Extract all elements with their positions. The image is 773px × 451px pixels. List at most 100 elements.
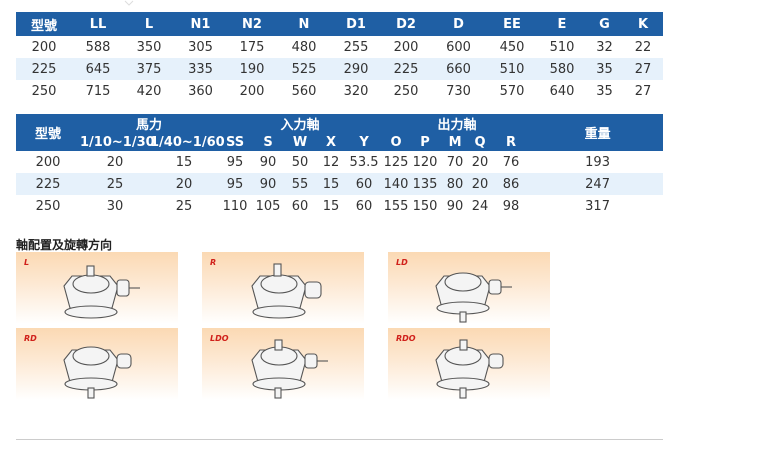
table-cell: 420 (136, 83, 162, 99)
header-cell: L (124, 12, 174, 36)
section-title: 軸配置及旋轉方向 (16, 238, 113, 252)
config-label: LDO (210, 334, 229, 343)
table-cell: 30 (106, 198, 124, 214)
table-cell: 15 (316, 173, 347, 195)
header-cell: 1/40~1/60 (150, 133, 225, 151)
header-power: 馬力 (80, 114, 219, 133)
table-cell: 250 (393, 83, 419, 99)
table-cell: 20 (471, 154, 489, 170)
table-cell: 360 (188, 83, 213, 99)
table-cell: 200 (239, 83, 265, 99)
table-cell: 60 (291, 198, 309, 214)
table-cell: 200 (35, 154, 61, 170)
config-panel-rdo: RDO (388, 328, 550, 400)
gear-reducer-icon (251, 263, 322, 319)
table-cell: 645 (72, 58, 124, 80)
table-cell: 193 (585, 154, 610, 170)
table-cell: 80 (440, 173, 471, 195)
table-cell: 27 (634, 83, 652, 99)
table-cell: 715 (85, 83, 111, 99)
table-cell: 510 (486, 58, 538, 80)
table-cell: 225 (16, 58, 72, 80)
divider (16, 439, 663, 440)
config-label: L (24, 258, 30, 267)
table-cell: 140 (382, 173, 411, 195)
table-cell: 317 (585, 198, 610, 214)
table-cell: 24 (471, 198, 489, 214)
table-cell: 90 (446, 198, 464, 214)
table-cell: 15 (322, 198, 340, 214)
header-cell: N1 (174, 12, 227, 36)
config-label: RDO (396, 334, 416, 343)
table-cell: 600 (446, 39, 471, 55)
table-cell: 255 (343, 39, 369, 55)
table-cell: 290 (331, 58, 381, 80)
table-cell: 110 (222, 198, 248, 214)
table-cell: 35 (596, 83, 613, 99)
header-cell: G (586, 12, 623, 36)
table-cell: 335 (174, 58, 227, 80)
header-cell: 1/10~1/30 (80, 133, 155, 151)
header-cell: M (440, 133, 471, 151)
header-cell: SS (218, 133, 253, 151)
config-label: LD (396, 258, 408, 267)
table-cell: 200 (31, 39, 57, 55)
table-row: 200 20 15 95 90 50 12 53.5 125 120 70 20… (16, 151, 663, 173)
header-cell: D2 (381, 12, 431, 36)
table-cell: 90 (252, 173, 285, 195)
table-cell: 135 (410, 173, 441, 195)
table-row: 250 715 420 360 200 560 320 250 730 570 … (16, 80, 663, 102)
header-input-shaft: 入力軸 (218, 114, 383, 133)
header-cell: D (431, 12, 486, 36)
table-cell: 305 (188, 39, 213, 55)
table-row: 225 645 375 335 190 525 290 225 660 510 … (16, 58, 663, 80)
header-cell: 型號 (16, 12, 72, 36)
table-cell: 90 (259, 154, 277, 170)
table-cell: 588 (85, 39, 111, 55)
config-panel-r: R (202, 252, 364, 324)
config-panel-ldo: LDO (202, 328, 364, 400)
table-cell: 86 (490, 173, 533, 195)
table-cell: 55 (284, 173, 317, 195)
table-cell: 350 (136, 39, 162, 55)
table-cell: 60 (355, 198, 373, 214)
table-cell: 560 (291, 83, 317, 99)
table-cell: 20 (106, 154, 124, 170)
header-cell: O (382, 133, 411, 151)
table-cell: 570 (499, 83, 525, 99)
table-cell: 250 (31, 83, 57, 99)
table-cell: 20 (470, 173, 491, 195)
table-cell: 27 (623, 58, 663, 80)
table-cell: 155 (383, 198, 409, 214)
table-cell: 25 (175, 198, 193, 214)
config-label: RD (24, 334, 37, 343)
table-cell: 450 (499, 39, 525, 55)
config-panel-l: L (16, 252, 178, 324)
config-panel-rd: RD (16, 328, 178, 400)
decorative-mark-icon (124, 0, 134, 6)
table-cell: 20 (150, 173, 219, 195)
config-label: R (210, 258, 217, 267)
header-cell: N2 (227, 12, 277, 36)
header-cell: Y (346, 133, 383, 151)
table-cell: 76 (502, 154, 520, 170)
table-cell: 247 (532, 173, 664, 195)
header-cell: R (490, 133, 533, 151)
header-cell: X (316, 133, 347, 151)
table-cell: 12 (322, 154, 340, 170)
table-row: 225 25 20 95 90 55 15 60 140 135 80 20 8… (16, 173, 664, 195)
table-row: 200 588 350 305 175 480 255 200 600 450 … (16, 36, 663, 58)
header-weight: 重量 (532, 114, 664, 151)
header-model: 型號 (16, 114, 80, 151)
header-cell: E (538, 12, 586, 36)
table-cell: 95 (226, 154, 244, 170)
table-cell: 225 (381, 58, 431, 80)
config-panel-ld: LD (388, 252, 550, 324)
table-cell: 53.5 (349, 154, 379, 170)
gear-reducer-icon (63, 346, 132, 399)
table-cell: 105 (255, 198, 281, 214)
gear-reducer-icon (63, 265, 140, 319)
gear-reducer-icon (435, 272, 512, 323)
table-cell: 525 (277, 58, 331, 80)
header-cell: P (410, 133, 441, 151)
